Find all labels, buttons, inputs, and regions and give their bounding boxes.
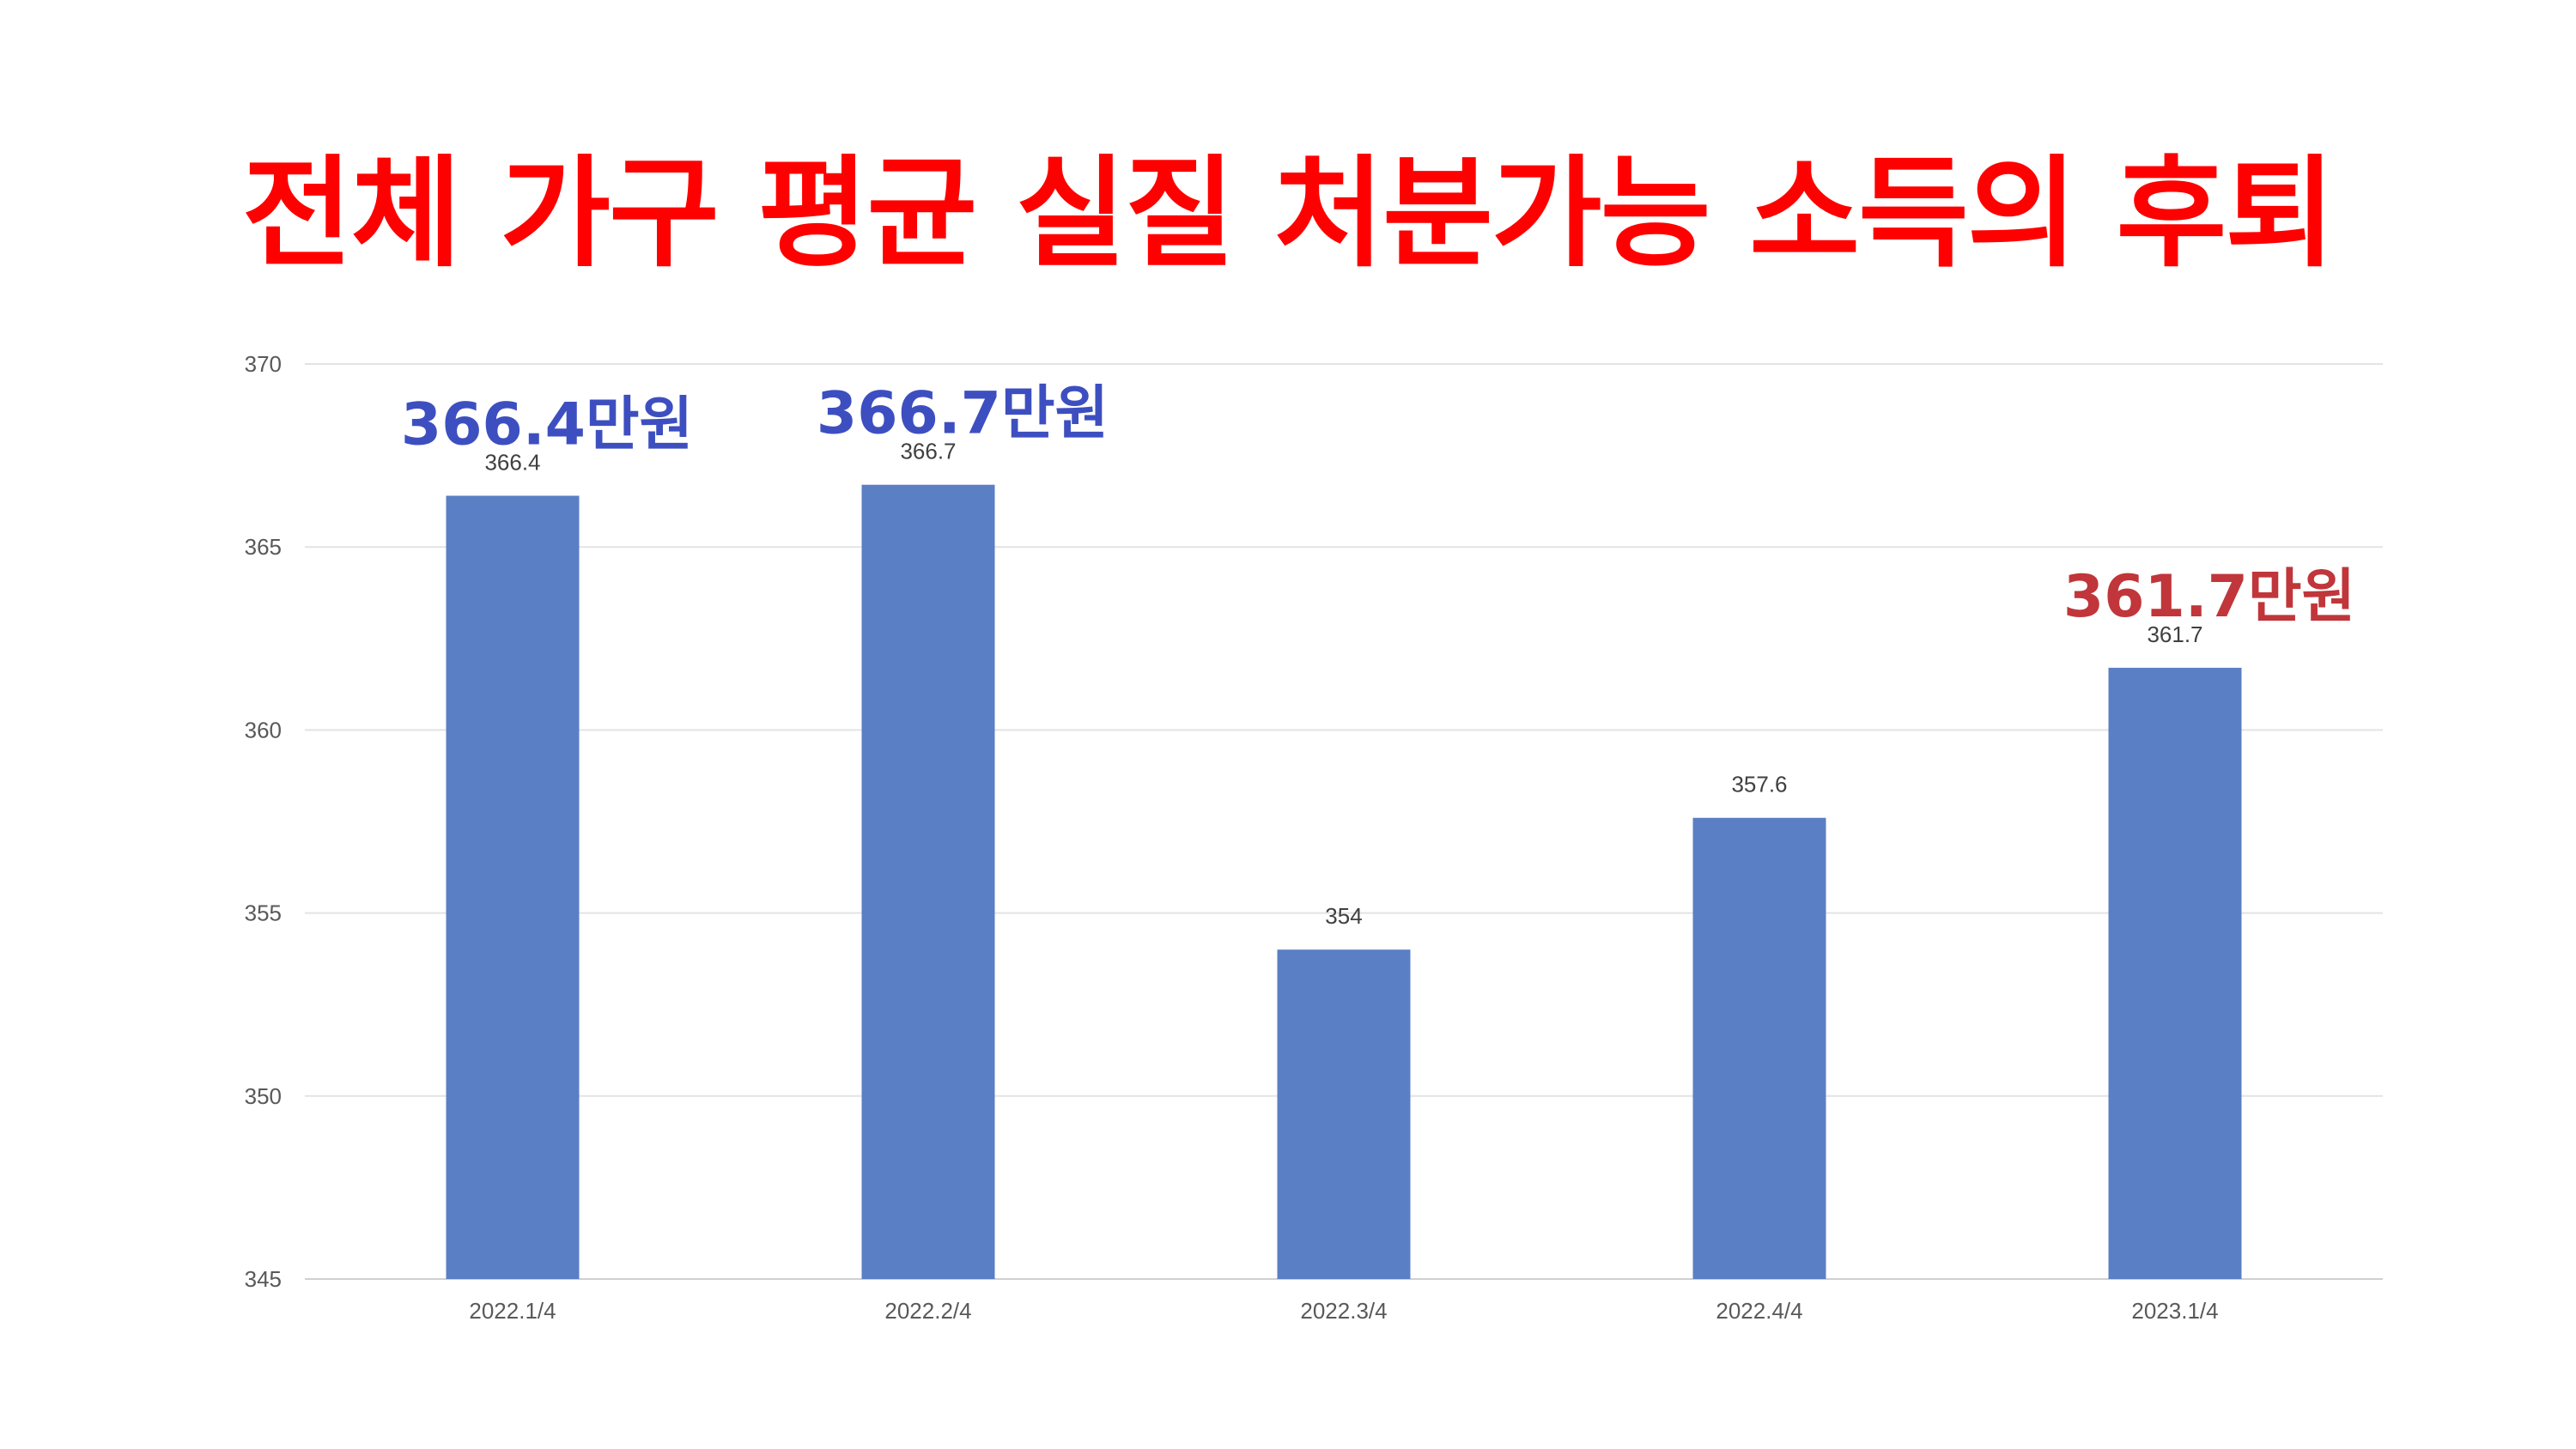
y-tick-label: 350 bbox=[245, 1083, 282, 1109]
x-tick-label: 2022.1/4 bbox=[469, 1298, 556, 1324]
y-tick-label: 355 bbox=[245, 900, 282, 926]
bars bbox=[446, 484, 2242, 1279]
y-tick-label: 345 bbox=[245, 1266, 282, 1292]
bar bbox=[2108, 667, 2242, 1279]
data-label: 354 bbox=[1325, 903, 1362, 929]
x-axis: 2022.1/4 2022.2/4 2022.3/4 2022.4/4 2023.1/4 bbox=[469, 1298, 2218, 1324]
x-tick-label: 2022.4/4 bbox=[1716, 1298, 1802, 1324]
x-tick-label: 2022.3/4 bbox=[1300, 1298, 1387, 1324]
callouts: 366.4만원 366.7만원 361.7만원 bbox=[401, 380, 2355, 631]
y-tick-label: 365 bbox=[245, 534, 282, 560]
chart-title: 전체 가구 평균 실질 처분가능 소득의 후퇴 bbox=[241, 144, 2336, 284]
x-tick-label: 2023.1/4 bbox=[2131, 1298, 2218, 1324]
y-tick-label: 360 bbox=[245, 717, 282, 743]
data-label: 366.7 bbox=[900, 439, 956, 464]
bar bbox=[446, 495, 580, 1279]
value-callout: 366.4만원 bbox=[401, 391, 693, 459]
x-tick-label: 2022.2/4 bbox=[884, 1298, 971, 1324]
bar bbox=[861, 484, 995, 1279]
data-label: 366.4 bbox=[484, 450, 540, 476]
value-callout: 361.7만원 bbox=[2063, 563, 2355, 631]
bar bbox=[1692, 817, 1826, 1279]
y-tick-label: 370 bbox=[245, 351, 282, 377]
bar bbox=[1277, 949, 1411, 1279]
data-label: 361.7 bbox=[2147, 621, 2202, 647]
value-callout: 366.7만원 bbox=[817, 380, 1109, 448]
y-axis: 345 350 355 360 365 370 bbox=[245, 351, 282, 1292]
value-labels: 366.4 366.7 354 357.6 361.7 bbox=[484, 439, 2202, 930]
data-label: 357.6 bbox=[1731, 772, 1787, 797]
